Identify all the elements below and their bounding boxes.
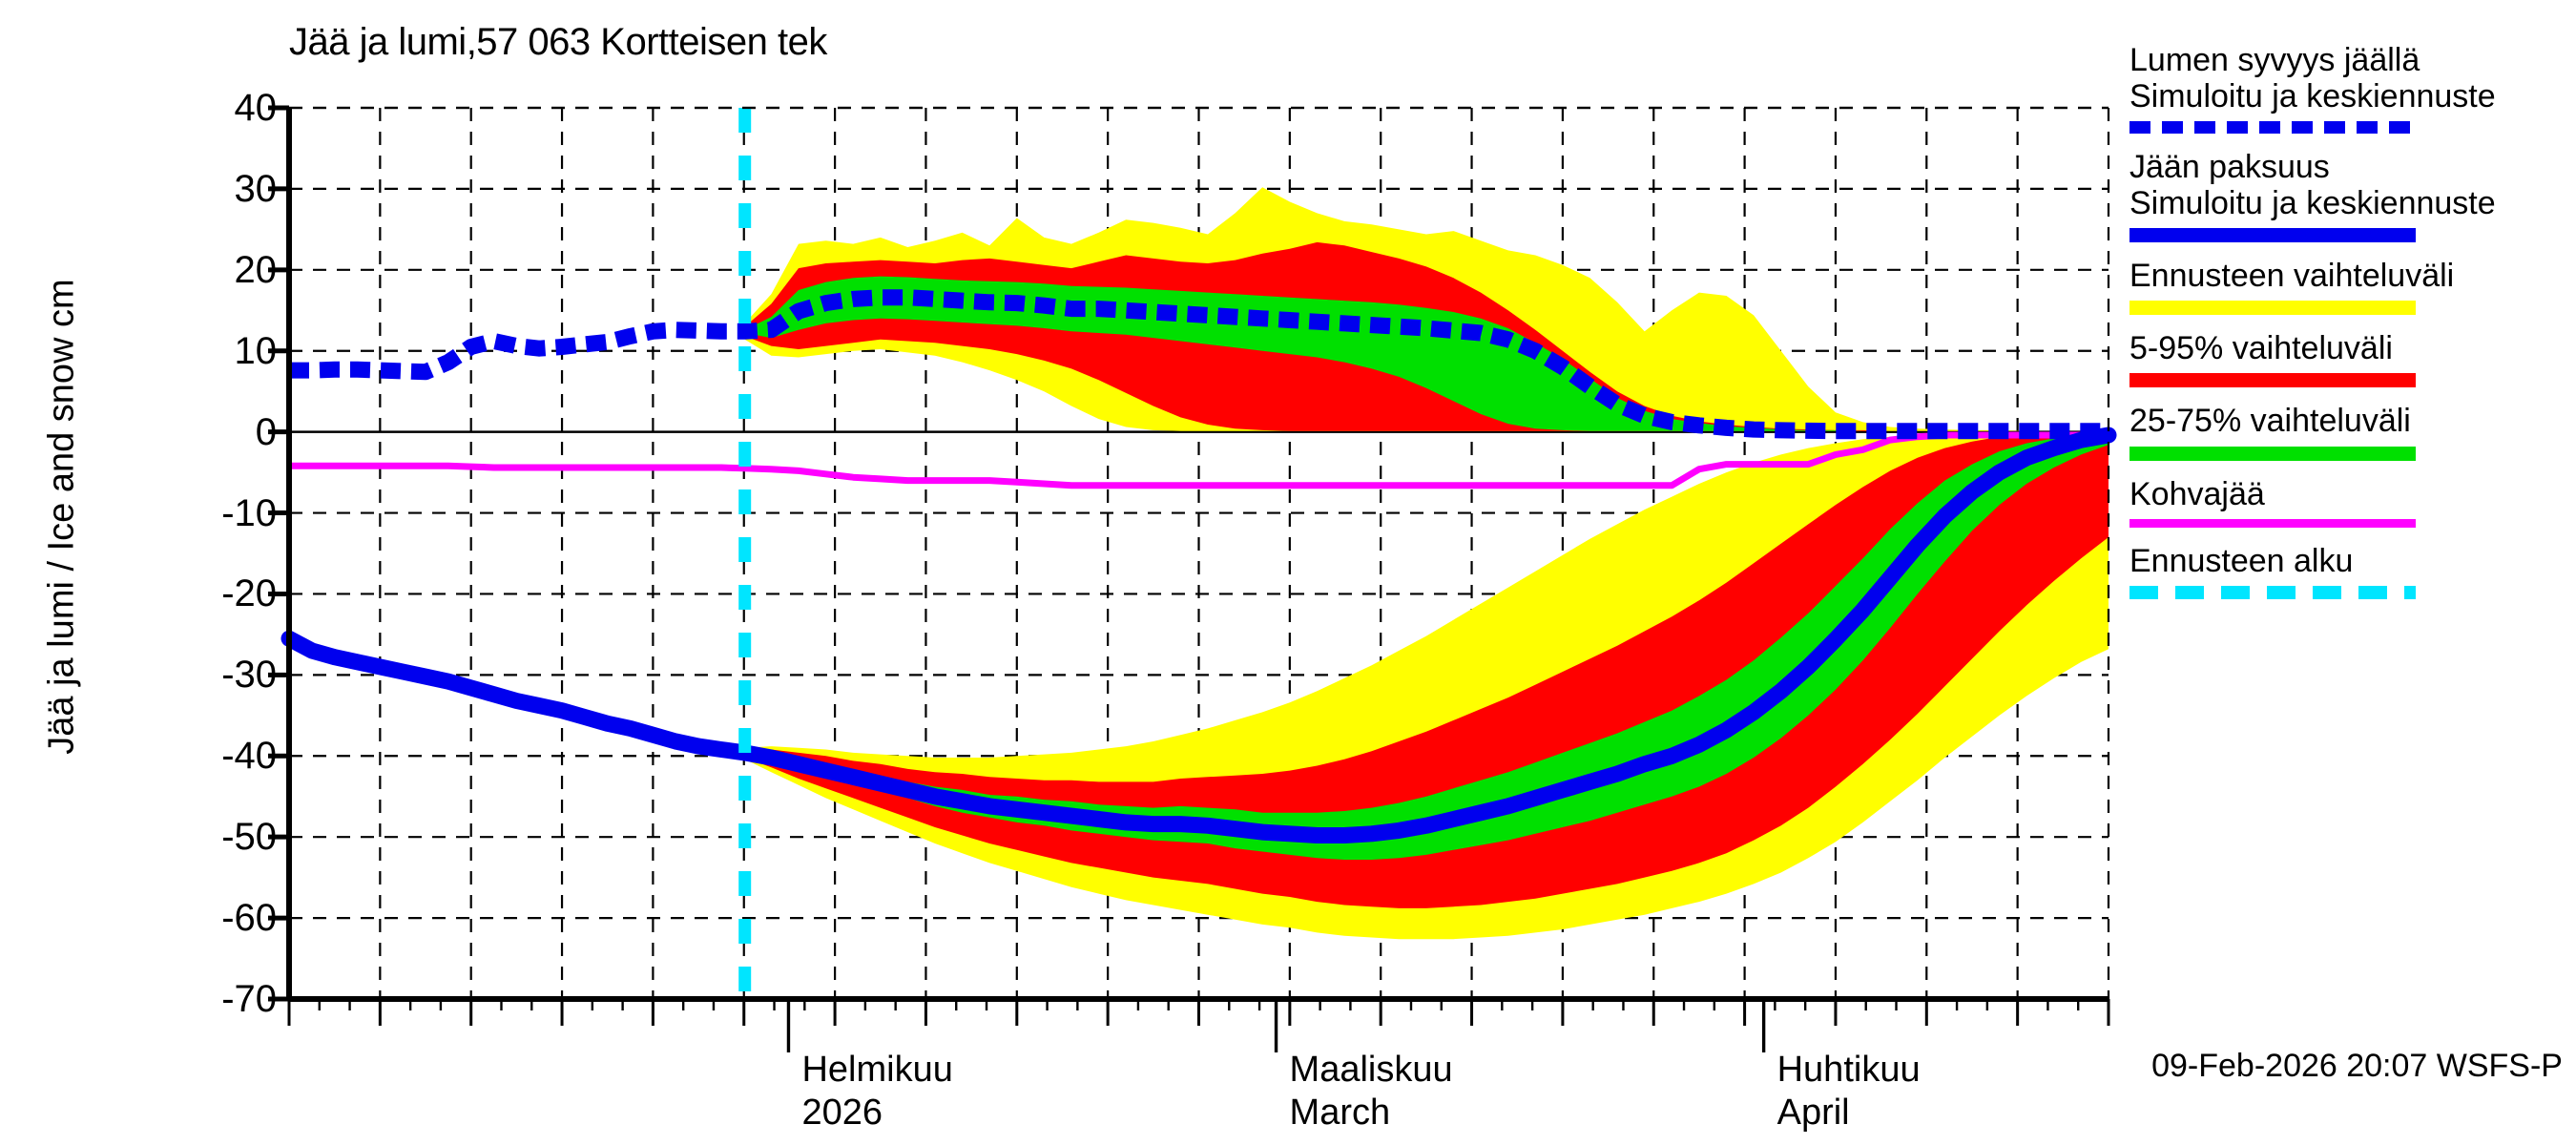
legend-item-swatch — [2129, 373, 2416, 388]
legend-item-title: Ennusteen vaihteluväli — [2129, 258, 2455, 295]
chart-legend: Lumen syvyys jäällä Simuloitu ja keskienn… — [2129, 42, 2576, 614]
y-axis-tick-label: 0 — [255, 410, 277, 453]
legend-item: 25-75% vaihteluväli — [2129, 403, 2576, 461]
y-axis-ticks: 40 30 20 10 0 -10 -20 -30 -40 -50 -60 -70 — [134, 0, 277, 1145]
legend-item-swatch — [2129, 228, 2416, 243]
legend-item: Ennusteen alku — [2129, 543, 2576, 599]
y-axis-tick-label: -60 — [221, 897, 277, 940]
ice-thickness-line — [280, 427, 2117, 843]
x-axis-month-label-fi: Helmikuu — [801, 1050, 953, 1090]
legend-item-swatch — [2129, 121, 2416, 135]
y-axis-tick-label: -10 — [221, 491, 277, 534]
x-axis-month-label-en: March — [1289, 1092, 1391, 1133]
x-axis-month-label: Maaliskuu March — [1290, 1049, 1453, 1135]
y-axis-tick-label: -50 — [221, 816, 277, 859]
timestamp: 09-Feb-2026 20:07 WSFS-P — [2151, 1048, 2563, 1084]
legend-item-title: Ennusteen alku — [2129, 542, 2354, 579]
legend-item: Jään paksuus Simuloitu ja keskiennuste — [2129, 149, 2576, 243]
snow-depth-line — [289, 289, 2109, 440]
x-axis-month-label-en: 2026 — [801, 1092, 883, 1133]
legend-item-title: 25-75% vaihteluväli — [2129, 403, 2411, 440]
ice-band-5-95 — [744, 432, 2109, 908]
x-axis-month-label: Huhtikuu April — [1777, 1049, 1921, 1135]
legend-item-swatch — [2129, 301, 2416, 316]
legend-item-subtitle: Simuloitu ja keskiennuste — [2129, 185, 2496, 222]
legend-item-title: Kohvajää — [2129, 475, 2265, 512]
y-axis-tick-label: -40 — [221, 735, 277, 778]
legend-item: 5-95% vaihteluväli — [2129, 330, 2576, 388]
kohvajaa-line — [289, 431, 2109, 489]
legend-item: Lumen syvyys jäällä Simuloitu ja keskienn… — [2129, 42, 2576, 135]
legend-item-swatch — [2129, 518, 2416, 528]
y-axis-tick-label: -20 — [221, 572, 277, 615]
legend-item-title: Lumen syvyys jäällä — [2129, 42, 2420, 78]
x-axis-month-label-fi: Huhtikuu — [1776, 1050, 1921, 1090]
legend-item-swatch — [2129, 585, 2416, 599]
page-title: Jää ja lumi,57 063 Kortteisen tek — [289, 21, 827, 63]
legend-item-subtitle: Simuloitu ja keskiennuste — [2129, 78, 2496, 115]
x-axis-month-label-en: April — [1776, 1092, 1850, 1133]
legend-item-title: Jään paksuus — [2129, 149, 2330, 186]
y-axis-tick-label: -30 — [221, 654, 277, 697]
x-axis-month-label: Helmikuu 2026 — [801, 1049, 952, 1135]
legend-item-title: 5-95% vaihteluväli — [2129, 330, 2393, 367]
x-axis-month-label-fi: Maaliskuu — [1289, 1050, 1453, 1090]
legend-item: Ennusteen vaihteluväli — [2129, 258, 2576, 316]
legend-item: Kohvajää — [2129, 476, 2576, 528]
legend-item-swatch — [2129, 446, 2416, 461]
snow-band-25-75 — [744, 276, 2109, 431]
y-axis-tick-label: -70 — [221, 978, 277, 1020]
